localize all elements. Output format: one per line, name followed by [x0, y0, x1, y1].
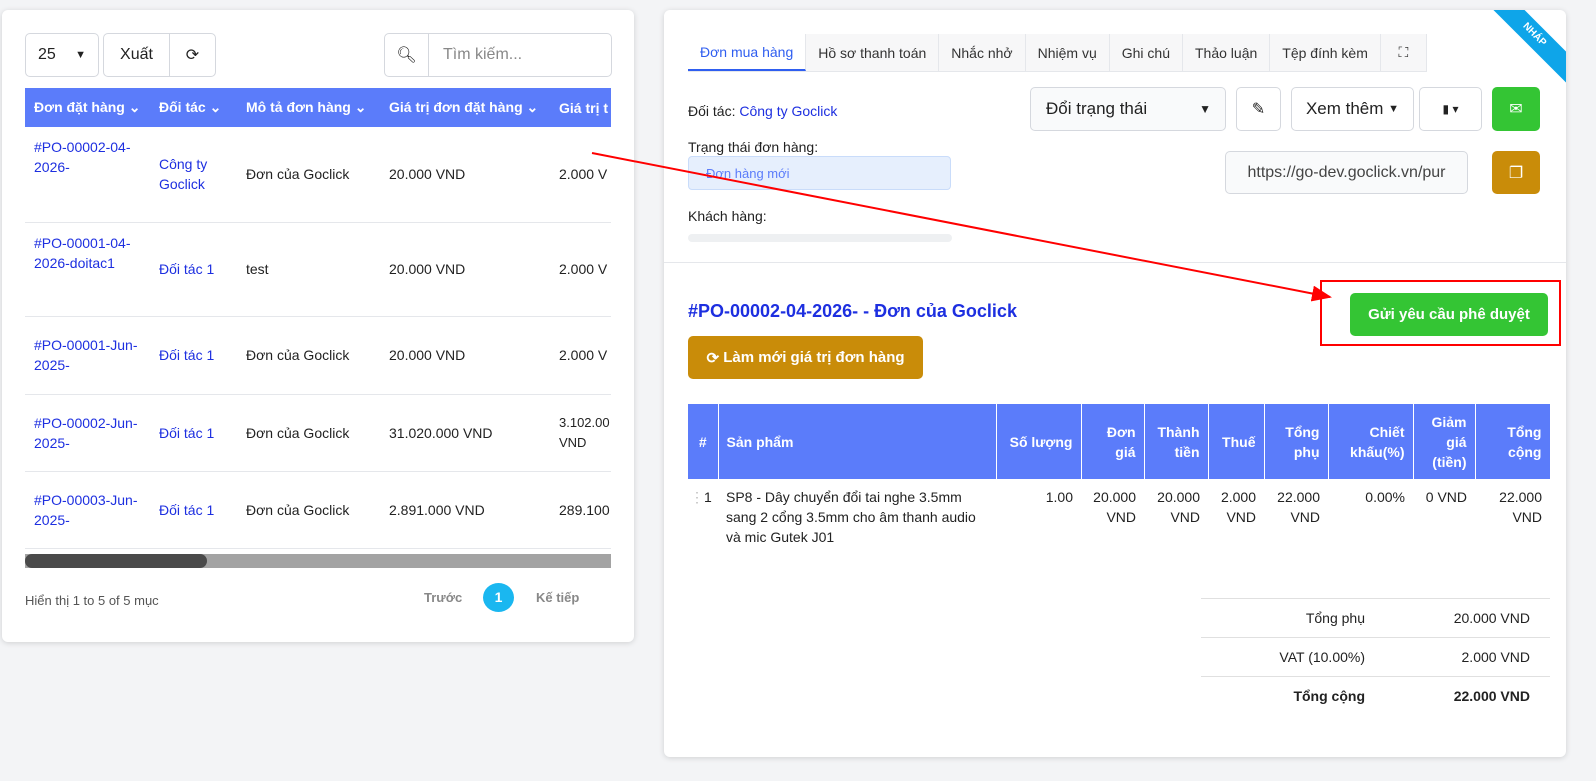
refresh-button[interactable]: ⟳ — [169, 33, 216, 77]
scrollbar-thumb[interactable] — [25, 554, 207, 568]
status-label: Trạng thái đơn hàng: — [688, 139, 819, 155]
table-row: #PO-00002-Jun-2025- Đối tác 1 Đơn của Gocl… — [25, 394, 611, 472]
total-row: Tổng cộng 22.000 VND — [1201, 676, 1550, 715]
tab-reminders[interactable]: Nhắc nhở — [939, 34, 1026, 71]
table-row: #PO-00001-04-2026-doitac1 Đối tác 1 test 20… — [25, 222, 611, 317]
page-1-button[interactable]: 1 — [483, 583, 514, 612]
pdf-icon: ▮ ▾ — [1442, 102, 1459, 116]
col-no: # — [688, 404, 719, 479]
partner-link[interactable]: Công ty Goclick — [739, 103, 838, 119]
col-total: Tổng cộng — [1475, 404, 1551, 479]
url-field[interactable]: https://go-dev.goclick.vn/pur — [1225, 151, 1468, 194]
tab-payment[interactable]: Hồ sơ thanh toán — [806, 34, 940, 71]
more-button[interactable]: Xem thêm ▼ — [1291, 87, 1414, 131]
order-link[interactable]: #PO-00001-04-2026-doitac1 — [34, 234, 131, 271]
col-discount-pct: Chiết khấu(%) — [1328, 404, 1414, 479]
email-button[interactable]: ✉ — [1492, 87, 1540, 131]
table-row: #PO-00002-04-2026- Công ty Goclick Đơn của… — [25, 127, 611, 223]
tab-notes[interactable]: Ghi chú — [1109, 34, 1183, 71]
col-partner[interactable]: Đối tác ⌄ — [150, 88, 237, 127]
tab-attachments[interactable]: Tệp đính kèm — [1270, 34, 1381, 71]
search-icon-button[interactable]: 🔍︎ — [384, 33, 429, 77]
subtotal-row: Tổng phụ 20.000 VND — [1201, 598, 1550, 637]
search-icon: 🔍︎ — [396, 47, 417, 64]
col-discount: Giảm giá (tiền) — [1413, 404, 1476, 479]
tab-purchase-order[interactable]: Đơn mua hàng — [688, 34, 807, 71]
col-product: Sản phẩm — [718, 404, 997, 479]
partner-field: Đối tác: Công ty Goclick — [688, 103, 838, 119]
refresh-icon: ⟳ — [706, 349, 720, 367]
vat-row: VAT (10.00%) 2.000 VND — [1201, 637, 1550, 676]
table-row: #PO-00003-Jun-2025- Đối tác 1 Đơn của Gocl… — [25, 471, 611, 549]
order-link[interactable]: #PO-00002-04-2026- — [34, 139, 131, 175]
divider — [664, 262, 1566, 263]
table-info: Hiển thị 1 to 5 of 5 mục — [25, 593, 159, 608]
copy-icon: ❐ — [1508, 164, 1524, 182]
tab-fullscreen[interactable]: ⛶ — [1380, 34, 1427, 71]
order-link[interactable]: #PO-00003-Jun-2025- — [34, 491, 138, 528]
col-desc[interactable]: Mô tả đơn hàng ⌄ — [237, 88, 380, 127]
search-placeholder: Tìm kiếm... — [443, 46, 523, 63]
tab-discussion[interactable]: Thảo luận — [1183, 34, 1271, 71]
customer-label: Khách hàng: — [688, 208, 767, 224]
order-title: #PO-00002-04-2026- - Đơn của Goclick — [688, 301, 1017, 321]
col-tax: Thuế — [1208, 404, 1265, 479]
order-link[interactable]: #PO-00001-Jun-2025- — [34, 337, 138, 373]
col-subtotal: Tổng phụ — [1264, 404, 1329, 479]
chevron-down-icon: ▼ — [1388, 103, 1400, 115]
col-amount: Thành tiền — [1144, 404, 1209, 479]
customer-bar — [688, 234, 952, 242]
edit-icon: ✎ — [1251, 101, 1266, 118]
page-size-value: 25 — [38, 46, 56, 63]
export-button[interactable]: Xuất — [103, 33, 170, 77]
copy-url-button[interactable]: ❐ — [1492, 151, 1540, 194]
col-tax[interactable]: Giá trị t — [550, 88, 611, 127]
page-size-select[interactable]: 25 ▼ — [25, 33, 99, 77]
refresh-icon: ⟳ — [185, 47, 200, 64]
edit-button[interactable]: ✎ — [1236, 87, 1281, 131]
col-qty: Số lượng — [996, 404, 1082, 479]
drag-handle-icon[interactable]: ⋮ — [690, 489, 704, 505]
refresh-order-value-button[interactable]: ⟳ Làm mới giá trị đơn hàng — [688, 336, 923, 379]
partner-link[interactable]: Đối tác 1 — [159, 501, 215, 518]
col-order[interactable]: Đơn đặt hàng ⌄ — [25, 88, 150, 127]
status-badge: Đơn hàng mới — [688, 156, 951, 190]
detail-tabs: Đơn mua hàng Hồ sơ thanh toán Nhắc nhở N… — [688, 34, 1427, 72]
tab-tasks[interactable]: Nhiệm vụ — [1025, 34, 1110, 71]
partner-link[interactable]: Đối tác 1 — [159, 347, 215, 363]
search-input[interactable]: Tìm kiếm... — [428, 33, 612, 77]
partner-link[interactable]: Công ty Goclick — [159, 156, 208, 193]
chevron-down-icon: ▼ — [1199, 102, 1211, 116]
table-row: ⋮1 SP8 - Dây chuyển đổi tai nghe 3.5mm s… — [690, 489, 1542, 545]
col-value[interactable]: Giá trị đơn đặt hàng ⌄ — [380, 88, 550, 127]
change-status-select[interactable]: Đổi trạng thái ▼ — [1030, 87, 1226, 131]
horizontal-scrollbar[interactable] — [25, 554, 611, 568]
partner-link[interactable]: Đối tác 1 — [159, 261, 215, 277]
envelope-icon: ✉ — [1509, 101, 1523, 118]
col-price: Đơn giá — [1081, 404, 1145, 479]
partner-link[interactable]: Đối tác 1 — [159, 424, 215, 441]
annotation-box — [1320, 280, 1561, 346]
chevron-down-icon: ▼ — [75, 49, 86, 61]
order-detail-panel: NHÁP — [664, 10, 1566, 757]
pdf-button[interactable]: ▮ ▾ — [1419, 87, 1482, 131]
order-items-table: # Sản phẩm Số lượng Đơn giá Thành tiền T… — [688, 404, 1551, 555]
send-approval-button[interactable]: Gửi yêu cầu phê duyệt — [1350, 293, 1548, 336]
prev-page-button[interactable]: Trước — [424, 590, 463, 605]
next-page-button[interactable]: Kế tiếp — [536, 590, 580, 605]
expand-icon: ⛶ — [1398, 44, 1409, 60]
orders-table: Đơn đặt hàng ⌄ Đối tác ⌄ Mô tả đơn hàng … — [25, 88, 611, 549]
order-link[interactable]: #PO-00002-Jun-2025- — [34, 414, 138, 451]
table-row: #PO-00001-Jun-2025- Đối tác 1 Đơn của Gocl… — [25, 316, 611, 395]
